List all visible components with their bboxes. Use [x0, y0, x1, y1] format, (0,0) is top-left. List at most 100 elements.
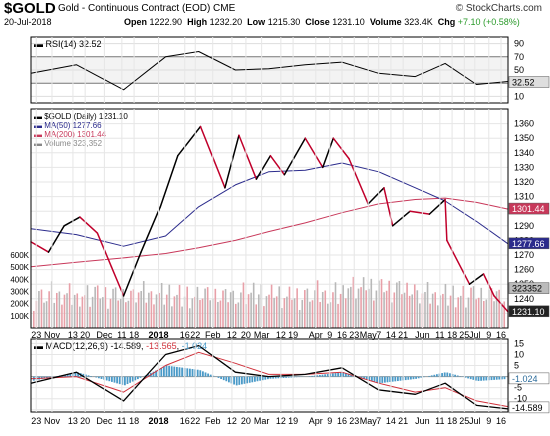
macd-histogram-bar	[334, 373, 337, 377]
volume-bar	[465, 307, 467, 328]
volume-bar	[475, 299, 477, 328]
macd-histogram-bar	[498, 376, 501, 380]
macd-histogram-bar	[394, 376, 397, 382]
volume-bar	[71, 304, 73, 328]
price-segment	[446, 239, 471, 285]
x-tick-label-top: 2018	[149, 330, 169, 340]
volume-value: 323.4K	[404, 17, 433, 27]
x-tick-label-bottom: Apr	[309, 416, 323, 426]
price-segment	[30, 241, 50, 253]
volume-bar	[73, 294, 76, 328]
price-segment	[332, 137, 350, 160]
volume-bar	[181, 306, 183, 328]
quote-line: Open 1222.90 High 1232.20 Low 1215.30 Cl…	[124, 17, 520, 27]
macd-histogram-bar	[467, 376, 469, 379]
macd-histogram-bar	[493, 376, 495, 380]
x-tick-label-top: 25	[459, 330, 469, 340]
macd-histogram-bar	[246, 376, 248, 384]
macd-histogram-bar	[456, 375, 459, 377]
volume-bar	[135, 302, 137, 328]
x-tick-label-top: 20	[241, 330, 251, 340]
volume-bar	[130, 290, 132, 328]
volume-bar	[447, 305, 449, 328]
macd-hist-last-value-box	[508, 372, 550, 385]
volume-bar	[81, 296, 84, 328]
volume-bar	[306, 288, 309, 328]
macd-histogram-bar	[485, 376, 488, 381]
volume-bar	[398, 281, 401, 328]
volume-bar	[360, 287, 362, 328]
volume-bar	[79, 306, 81, 328]
macd-histogram-bar	[225, 376, 228, 382]
volume-bar	[91, 296, 94, 328]
x-tick-label-bottom: 12	[276, 416, 286, 426]
rsi-tick-label: 50	[514, 65, 524, 75]
macd-histogram-bar	[191, 369, 194, 377]
chg-label: Chg	[437, 17, 456, 27]
x-tick-label-bottom: 25	[459, 416, 469, 426]
volume-bar	[176, 294, 178, 328]
volume-bar	[424, 291, 426, 328]
macd-histogram-bar	[339, 372, 342, 377]
volume-bar	[186, 286, 189, 328]
volume-bar	[429, 303, 431, 328]
volume-bar	[493, 301, 495, 328]
volume-bar	[477, 297, 480, 328]
macd-histogram-bar	[436, 374, 438, 377]
macd-histogram-bar	[108, 376, 111, 382]
volume-bar	[329, 302, 332, 328]
volume-tick-label: 100K	[10, 312, 29, 321]
macd-histogram-bar	[196, 369, 199, 377]
volume-bar	[339, 293, 342, 328]
volume-bar	[63, 294, 66, 328]
macd-histogram-bar	[277, 376, 280, 379]
macd-legend: ▬ MACD(12,26,9) -14.589, -13.565, -1.024	[34, 341, 207, 351]
volume-bar	[373, 300, 375, 328]
volume-bar	[270, 284, 273, 328]
price-segment	[159, 154, 179, 208]
macd-histogram-bar	[66, 374, 69, 377]
x-tick-label-bottom: 23	[31, 416, 41, 426]
x-tick-label-bottom: 9	[486, 416, 491, 426]
macd-histogram-bar	[295, 376, 298, 378]
macd-histogram-bar	[404, 376, 407, 381]
volume-bar	[58, 291, 61, 328]
macd-histogram-bar	[272, 376, 274, 379]
volume-bar	[337, 303, 339, 328]
volume-bar	[114, 287, 117, 328]
macd-histogram-bar	[90, 376, 92, 377]
volume-bar	[454, 307, 457, 328]
volume-bar	[355, 298, 357, 328]
x-tick-label-top: 11	[435, 330, 444, 340]
macd-histogram-bar	[378, 376, 381, 384]
price-segment	[348, 157, 369, 205]
x-tick-label-bottom: 18	[447, 416, 457, 426]
macd-histogram-bar	[243, 376, 246, 384]
volume-tick-label: 600K	[10, 251, 29, 260]
price-segment	[269, 154, 286, 176]
macd-histogram-bar	[100, 376, 103, 379]
macd-tick-label: 15	[514, 338, 524, 348]
volume-bar	[472, 286, 475, 328]
volume-bar	[119, 299, 122, 328]
x-tick-label-bottom: Feb	[205, 416, 221, 426]
volume-bar	[125, 302, 127, 328]
volume-bar	[265, 296, 268, 328]
macd-histogram-bar	[316, 375, 319, 377]
close-label: Close	[305, 17, 330, 27]
volume-bar	[109, 298, 112, 328]
volume-bar	[304, 290, 306, 328]
macd-histogram-bar	[410, 376, 412, 380]
volume-bar	[96, 285, 99, 328]
volume-bar	[288, 286, 291, 328]
x-tick-label-top: Feb	[205, 330, 221, 340]
macd-histogram-bar	[199, 370, 202, 377]
macd-histogram-bar	[469, 376, 472, 380]
volume-bar	[188, 308, 191, 328]
macd-legend-name: ▬ MACD(12,26,9) -14.589,	[34, 341, 146, 351]
volume-bar	[237, 302, 240, 328]
open-value: 1222.90	[149, 17, 183, 27]
volume-bar	[347, 288, 350, 328]
macd-frame	[30, 338, 509, 413]
